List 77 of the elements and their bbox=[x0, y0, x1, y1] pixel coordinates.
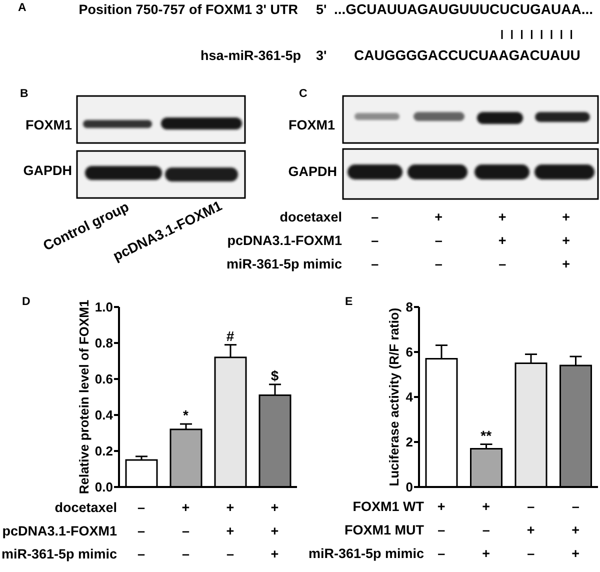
data-label: * bbox=[183, 407, 190, 423]
text: FOXM1 MUT bbox=[344, 522, 425, 538]
text: – bbox=[438, 546, 446, 561]
text: – bbox=[438, 522, 446, 538]
text: – bbox=[371, 256, 380, 272]
text: – bbox=[527, 499, 536, 514]
text: A bbox=[18, 2, 26, 14]
text: + bbox=[562, 210, 570, 224]
text: miR-361-5p mimic bbox=[308, 546, 424, 561]
text: docetaxel bbox=[280, 210, 342, 224]
y-tick-label: 0.4 bbox=[94, 408, 114, 423]
data-label: $ bbox=[270, 367, 279, 384]
text: CAUGGGGACCUCUAAGACUAUU bbox=[354, 47, 580, 63]
text: + bbox=[562, 233, 570, 248]
text: + bbox=[270, 546, 279, 562]
text: Position 750-757 of FOXM1 3' UTR bbox=[78, 2, 298, 17]
text: + bbox=[526, 522, 535, 538]
text: – bbox=[371, 233, 380, 248]
text: 5' bbox=[316, 2, 327, 17]
y-axis-title: Relative protein level of FOXM1 bbox=[76, 300, 92, 494]
y-tick-label: 0.8 bbox=[94, 336, 113, 351]
text: + bbox=[498, 210, 506, 224]
y-tick-label: 2 bbox=[406, 434, 413, 450]
text: – bbox=[498, 256, 507, 272]
text: hsa-miR-361-5p bbox=[200, 48, 301, 63]
text: FOXM1 bbox=[288, 118, 336, 132]
text: + bbox=[434, 210, 443, 224]
text: + bbox=[482, 546, 490, 561]
text: + bbox=[270, 523, 279, 538]
text: – bbox=[371, 210, 380, 224]
text: – bbox=[137, 546, 146, 562]
text: – bbox=[137, 523, 146, 538]
text: + bbox=[226, 500, 234, 515]
text: + bbox=[270, 500, 279, 515]
text: + bbox=[182, 500, 190, 515]
text: – bbox=[527, 546, 536, 561]
text: docetaxel bbox=[54, 500, 117, 515]
text: pcDNA3.1-FOXM1 bbox=[227, 233, 342, 248]
y-tick-label: 0.6 bbox=[94, 372, 113, 387]
text: FOXM1 WT bbox=[352, 499, 425, 514]
text: – bbox=[137, 500, 146, 515]
y-tick-label: 4 bbox=[406, 390, 414, 405]
text: + bbox=[572, 546, 580, 561]
text: D bbox=[22, 296, 30, 308]
text: + bbox=[498, 233, 506, 248]
text: ...GCUAUUAGAUGUUUCUCUGAUAA... bbox=[334, 1, 593, 17]
text: miR-361-5p mimic bbox=[226, 256, 342, 272]
text: – bbox=[572, 499, 580, 514]
text: C bbox=[299, 88, 308, 100]
text: – bbox=[226, 546, 234, 562]
text: + bbox=[572, 522, 580, 538]
text: + bbox=[226, 523, 234, 538]
y-tick-label: 0 bbox=[406, 480, 413, 495]
text: + bbox=[437, 499, 446, 514]
text: GAPDH bbox=[23, 163, 72, 178]
text: FOXM1 bbox=[25, 118, 72, 132]
text: – bbox=[482, 522, 490, 538]
y-axis-title: Luciferase activity (R/F ratio) bbox=[386, 308, 402, 486]
chart-title: E bbox=[345, 296, 353, 308]
text: + bbox=[562, 256, 570, 272]
text: miR-361-5p mimic bbox=[1, 546, 118, 562]
text: B bbox=[20, 88, 28, 100]
data-label: ** bbox=[480, 427, 492, 444]
text: 3' bbox=[316, 48, 327, 63]
y-tick-label: 1.0 bbox=[94, 300, 113, 315]
data-label: # bbox=[226, 328, 234, 344]
y-tick-label: 8 bbox=[406, 300, 413, 315]
y-tick-label: 6 bbox=[406, 344, 413, 360]
text: + bbox=[482, 499, 490, 514]
text: – bbox=[182, 523, 190, 538]
text: – bbox=[434, 233, 443, 248]
text: GAPDH bbox=[288, 164, 337, 179]
text: pcDNA3.1-FOXM1 bbox=[2, 523, 118, 538]
text: – bbox=[182, 546, 190, 562]
y-tick-label: 0.2 bbox=[94, 444, 113, 459]
text: – bbox=[434, 256, 443, 272]
y-tick-label: 0.0 bbox=[94, 480, 113, 495]
